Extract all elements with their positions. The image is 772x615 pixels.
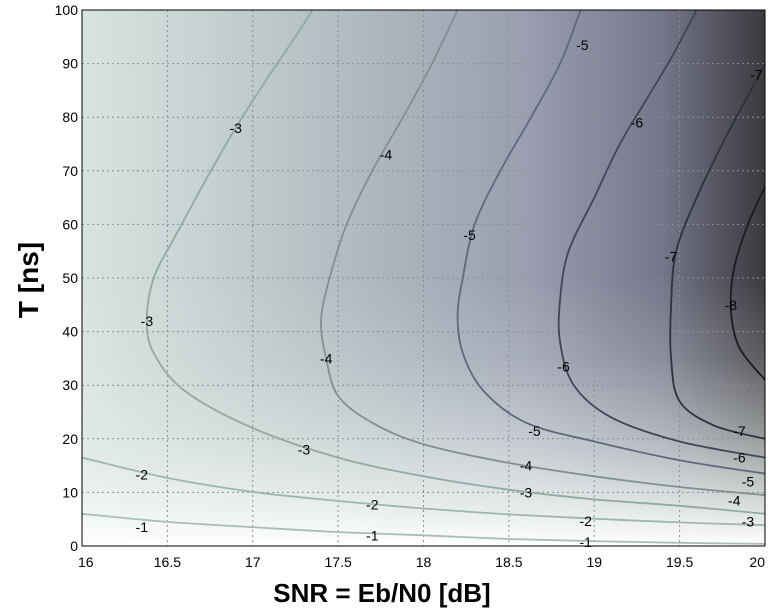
y-tick-label: 0 — [70, 538, 78, 554]
y-tick-label: 30 — [62, 377, 78, 393]
y-tick-labels: 0 10 20 30 40 50 60 70 80 90 100 — [55, 2, 79, 554]
contour-label: -6 — [733, 450, 746, 466]
contour-label: -3 — [742, 513, 755, 529]
x-tick-label: 17.5 — [325, 554, 352, 570]
x-axis-label: SNR = Eb/N0 [dB] — [273, 578, 490, 608]
x-tick-label: 18.5 — [495, 554, 522, 570]
contour-lines — [81, 9, 766, 545]
contour-label: -4 — [520, 458, 533, 474]
contour-label: -5 — [528, 423, 541, 439]
contour-label: -2 — [366, 497, 379, 513]
grid-lines — [82, 10, 765, 546]
y-tick-label: 20 — [62, 431, 78, 447]
contour-line-3 — [145, 9, 766, 515]
x-tick-label: 20 — [749, 554, 765, 570]
x-tick-label: 18 — [416, 554, 432, 570]
y-tick-label: 40 — [62, 324, 78, 340]
x-tick-labels: 16 16.5 17 17.5 18 18.5 19 19.5 20 — [78, 554, 765, 570]
y-tick-label: 50 — [62, 270, 78, 286]
contour-line-2 — [81, 456, 766, 526]
contour-label: -5 — [463, 227, 476, 243]
contour-label: -8 — [725, 297, 738, 313]
contour-label: -1 — [366, 527, 379, 543]
y-tick-label: 10 — [62, 484, 78, 500]
contour-label: -3 — [520, 484, 533, 500]
x-tick-label: 19.5 — [666, 554, 693, 570]
contour-label: -1 — [136, 519, 149, 535]
contour-label: -7 — [665, 249, 678, 265]
contour-label: -1 — [579, 534, 592, 550]
x-tick-label: 16.5 — [154, 554, 181, 570]
y-tick-label: 100 — [55, 2, 79, 18]
y-tick-label: 60 — [62, 216, 78, 232]
contour-label: -2 — [579, 513, 592, 529]
contour-labels: -1-1 -1-2-2-2-3-3-3-3-3-4-4-4-4-5-5-5-5-6… — [136, 37, 763, 550]
contour-label: -6 — [631, 115, 644, 131]
plot-area: -1-1 -1-2-2-2-3-3-3-3-3-4-4-4-4-5-5-5-5-6… — [81, 9, 766, 550]
contour-label: -4 — [380, 147, 393, 163]
x-tick-label: 19 — [586, 554, 602, 570]
contour-label: -3 — [141, 313, 154, 329]
plot-frame — [81, 9, 766, 547]
contour-line-5 — [456, 9, 766, 475]
x-tick-label: 16 — [78, 554, 94, 570]
y-tick-label: 80 — [62, 109, 78, 125]
contour-label: -7 — [733, 423, 746, 439]
contour-label: -5 — [742, 474, 755, 490]
y-axis-label: T [ns] — [13, 242, 44, 318]
contour-label: -3 — [229, 120, 242, 136]
y-tick-label: 70 — [62, 163, 78, 179]
contour-label: -5 — [576, 37, 589, 53]
contour-label: -3 — [298, 442, 311, 458]
contour-label: -6 — [557, 358, 570, 374]
contour-label: -4 — [320, 350, 333, 366]
contour-line-6 — [557, 9, 766, 459]
x-tick-label: 17 — [245, 554, 261, 570]
contour-label: -7 — [750, 66, 763, 82]
contour-line-1 — [81, 512, 766, 545]
y-tick-label: 90 — [62, 56, 78, 72]
contour-line-4 — [320, 9, 766, 496]
contour-line-8 — [729, 186, 766, 381]
contour-line-7 — [669, 63, 766, 440]
contour-label: -2 — [136, 467, 149, 483]
contour-label: -4 — [728, 492, 741, 508]
